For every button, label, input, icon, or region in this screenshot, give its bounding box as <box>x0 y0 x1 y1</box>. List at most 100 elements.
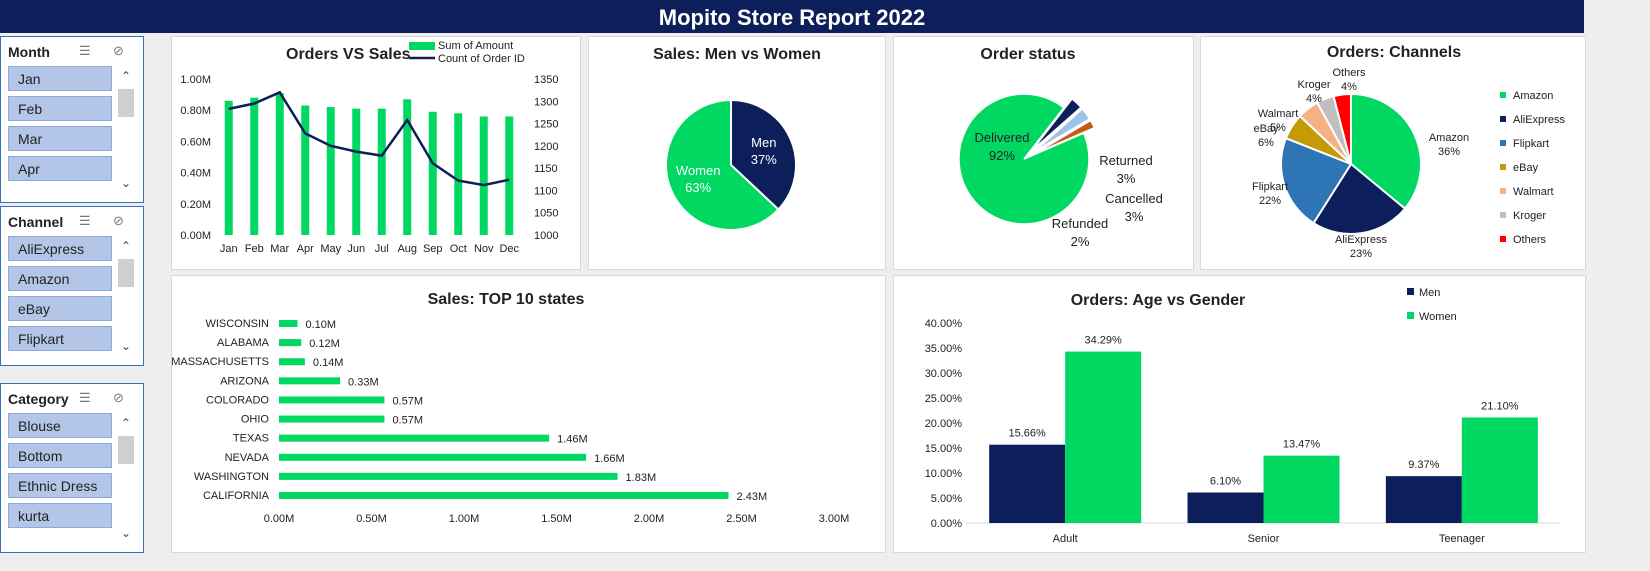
slice-label: Delivered <box>975 130 1030 145</box>
slice-flipkart <box>1280 136 1353 225</box>
scroll-down-icon[interactable]: ⌄ <box>120 526 132 540</box>
slice-value: 4% <box>1306 93 1322 105</box>
bar-men-senior <box>1187 492 1264 523</box>
slicer-category: Category ☰ ⊘ Blouse Bottom Ethnic Dress kurta ⌃… <box>0 383 144 553</box>
slice-label: Others <box>1332 67 1366 79</box>
y-tick-right: 1050 <box>534 208 558 220</box>
slice-cancelled <box>1033 107 1091 153</box>
clear-filter-icon[interactable]: ⊘ <box>113 213 124 228</box>
multi-select-icon[interactable]: ☰ <box>79 213 91 228</box>
slicer-item-flipkart[interactable]: Flipkart <box>8 326 112 351</box>
slicer-item-apr[interactable]: Apr <box>8 156 112 181</box>
slicer-item-jan[interactable]: Jan <box>8 66 112 91</box>
bar-dec <box>505 116 514 235</box>
y-tick: 0.00% <box>931 518 962 530</box>
multi-select-icon[interactable]: ☰ <box>79 43 91 58</box>
data-label: 1.46M <box>557 434 588 446</box>
slice-delivered <box>958 93 1090 225</box>
bar-jun <box>352 108 361 235</box>
slice-label: Walmart <box>1258 108 1299 120</box>
slice-label: Refunded <box>1052 216 1108 231</box>
bar-aug <box>403 99 412 235</box>
chart-title: Orders: Age vs Gender <box>1071 292 1246 309</box>
legend-swatch-aliexpress <box>1500 116 1506 122</box>
scroll-up-icon[interactable]: ⌃ <box>120 69 132 83</box>
bar-texas <box>279 434 550 442</box>
data-label: 0.14M <box>313 357 344 369</box>
y-tick: WASHINGTON <box>194 471 269 483</box>
data-label: 6.10% <box>1210 476 1241 488</box>
top10-states-chart: Sales: TOP 10 states WISCONSIN 0.10M ALABAM… <box>171 291 849 525</box>
legend-label: AliExpress <box>1513 114 1565 126</box>
slicer-item-mar[interactable]: Mar <box>8 126 112 151</box>
bar-feb <box>250 97 259 235</box>
slicer-title: Channel <box>8 214 64 230</box>
bar-sep <box>428 111 437 235</box>
x-tick: Nov <box>474 243 494 255</box>
y-tick: 5.00% <box>931 493 962 505</box>
x-tick: Jul <box>375 243 389 255</box>
slicer-item-kurta[interactable]: kurta <box>8 503 112 528</box>
panel-age-vs-gender: Orders: Age vs Gender Men Women 0.00% 5.00% 1… <box>893 275 1586 553</box>
chart-title: Order status <box>980 46 1075 63</box>
legend-label: Others <box>1513 234 1547 246</box>
x-tick: Mar <box>270 243 289 255</box>
slicer-item-blouse[interactable]: Blouse <box>8 413 112 438</box>
legend-swatch-flipkart <box>1500 140 1506 146</box>
slicer-item-amazon[interactable]: Amazon <box>8 266 112 291</box>
bar-women-senior <box>1263 455 1340 523</box>
y-tick: CALIFORNIA <box>203 490 270 502</box>
scroll-down-icon[interactable]: ⌄ <box>120 176 132 190</box>
legend-swatch-kroger <box>1500 212 1506 218</box>
multi-select-icon[interactable]: ☰ <box>79 390 91 405</box>
slice-label: Men <box>751 135 776 150</box>
slice-label: eBay <box>1253 123 1279 135</box>
x-tick: 2.00M <box>634 513 665 525</box>
slicer-item-aliexpress[interactable]: AliExpress <box>8 236 112 261</box>
bar-alabama <box>279 339 302 347</box>
x-tick: 0.50M <box>356 513 387 525</box>
legend-swatch-amount <box>409 42 435 50</box>
panel-orders-channels: Orders: Channels Amazon 36% Amazon AliExpres… <box>1200 36 1586 270</box>
x-tick: 1.00M <box>449 513 480 525</box>
legend-swatch-men <box>1407 288 1414 295</box>
slicer-item-feb[interactable]: Feb <box>8 96 112 121</box>
slice-label: AliExpress <box>1335 234 1387 246</box>
y-tick: ARIZONA <box>220 375 270 387</box>
legend-swatch-women <box>1407 312 1414 319</box>
legend-swatch-walmart <box>1500 188 1506 194</box>
x-tick: 0.00M <box>264 513 295 525</box>
clear-filter-icon[interactable]: ⊘ <box>113 43 124 58</box>
slice-value: 3% <box>1117 171 1136 186</box>
scrollbar-thumb[interactable] <box>118 436 134 464</box>
slicer-channel: Channel ☰ ⊘ AliExpress Amazon eBay Flipkart ⌃ ⌄ <box>0 206 144 366</box>
data-label: 2.43M <box>737 491 768 503</box>
scrollbar-thumb[interactable] <box>118 89 134 117</box>
x-tick: Senior <box>1248 533 1280 545</box>
slice-value: 63% <box>685 180 711 195</box>
y-tick: 15.00% <box>925 443 963 455</box>
legend-swatch-ebay <box>1500 164 1506 170</box>
scroll-up-icon[interactable]: ⌃ <box>120 239 132 253</box>
bar-colorado <box>279 396 385 404</box>
y-tick-right: 1250 <box>534 119 558 131</box>
bar-men-teenager <box>1385 476 1462 523</box>
scrollbar-thumb[interactable] <box>118 259 134 287</box>
slice-value: 92% <box>989 148 1015 163</box>
legend-label: Count of Order ID <box>438 53 525 65</box>
y-tick: ALABAMA <box>217 337 270 349</box>
slicer-item-ethnic-dress[interactable]: Ethnic Dress <box>8 473 112 498</box>
bar-oct <box>454 113 463 235</box>
y-tick-right: 1100 <box>534 185 558 197</box>
x-tick: May <box>320 243 341 255</box>
slicer-item-ebay[interactable]: eBay <box>8 296 112 321</box>
panel-top10-states: Sales: TOP 10 states WISCONSIN 0.10M ALABAM… <box>171 275 886 553</box>
x-tick: Aug <box>397 243 417 255</box>
scroll-down-icon[interactable]: ⌄ <box>120 339 132 353</box>
scroll-up-icon[interactable]: ⌃ <box>120 416 132 430</box>
slicer-item-bottom[interactable]: Bottom <box>8 443 112 468</box>
chart-title: Sales: Men vs Women <box>653 46 821 63</box>
bar-wisconsin <box>279 320 298 327</box>
clear-filter-icon[interactable]: ⊘ <box>113 390 124 405</box>
legend-label: Women <box>1419 311 1457 323</box>
